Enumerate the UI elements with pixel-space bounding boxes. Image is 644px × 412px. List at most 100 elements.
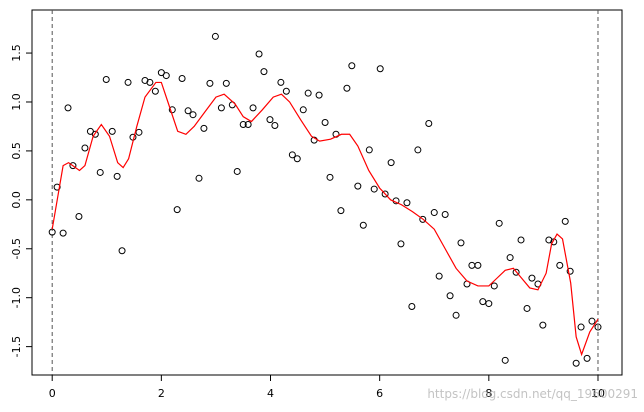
point [64,104,72,112]
point [146,78,154,86]
point [162,72,170,80]
point [277,78,285,86]
point [452,311,460,319]
point [81,144,89,152]
point [157,69,165,77]
point [184,107,192,115]
point [397,240,405,248]
point [244,120,252,128]
point [403,199,411,207]
point [69,162,77,170]
point [168,106,176,114]
point [304,89,312,97]
x-tick-label: 8 [485,387,492,400]
point [299,106,307,114]
point [189,111,197,119]
point [91,130,99,138]
point [556,261,564,269]
point [108,127,116,135]
point [211,32,219,40]
point [446,292,454,300]
point [53,183,61,191]
point [414,146,422,154]
x-tick-label: 10 [591,387,605,400]
point [419,215,427,223]
point [359,221,367,229]
point [577,323,585,331]
x-tick-label: 6 [376,387,383,400]
point [528,274,536,282]
point [474,261,482,269]
point [523,304,531,312]
point [370,185,378,193]
point [387,159,395,167]
point [124,78,132,86]
smooth-line [51,81,599,357]
point [512,268,520,276]
point [425,120,433,128]
point [118,247,126,255]
point [337,207,345,215]
point [501,356,509,364]
point [260,68,268,76]
point [173,206,181,214]
point [217,104,225,112]
point [222,79,230,87]
point [594,323,602,331]
point [506,254,514,262]
point [561,217,569,225]
point [96,168,104,176]
point [113,172,121,180]
y-tick-label: 0.0 [10,191,23,209]
point [233,167,241,175]
point [195,174,203,182]
point [495,219,503,227]
point [59,229,67,237]
point [86,127,94,135]
point [271,121,279,129]
x-tick-label: 2 [158,387,165,400]
point [588,317,596,325]
point [102,75,110,83]
point [200,124,208,132]
point [408,303,416,311]
point [266,116,274,124]
point [255,50,263,58]
point [381,190,389,198]
point [348,62,356,70]
point [239,120,247,128]
point [293,155,301,163]
point [75,212,83,220]
point [572,359,580,367]
point [435,272,443,280]
y-tick-label: -0.5 [10,238,23,259]
y-tick-label: -1.0 [10,287,23,308]
point [457,239,465,247]
point [376,65,384,73]
y-tick-label: 1.0 [10,93,23,111]
point [321,119,329,127]
point [249,104,257,112]
plot-frame [31,9,623,376]
x-tick-label: 0 [49,387,56,400]
y-tick-label: 0.5 [10,142,23,160]
point [315,91,323,99]
watermark: https://blog.csdn.net/qq_19600291 [427,387,638,401]
y-tick-label: -1.5 [10,336,23,357]
point [178,74,186,82]
point [485,300,493,308]
y-tick-label: 1.5 [10,44,23,62]
point [354,182,362,190]
point [288,151,296,159]
point [441,211,449,219]
point [343,84,351,92]
point [365,146,373,154]
point [468,261,476,269]
point [282,87,290,95]
point [206,79,214,87]
point [490,282,498,290]
point [583,354,591,362]
point [517,236,525,244]
point [479,298,487,306]
